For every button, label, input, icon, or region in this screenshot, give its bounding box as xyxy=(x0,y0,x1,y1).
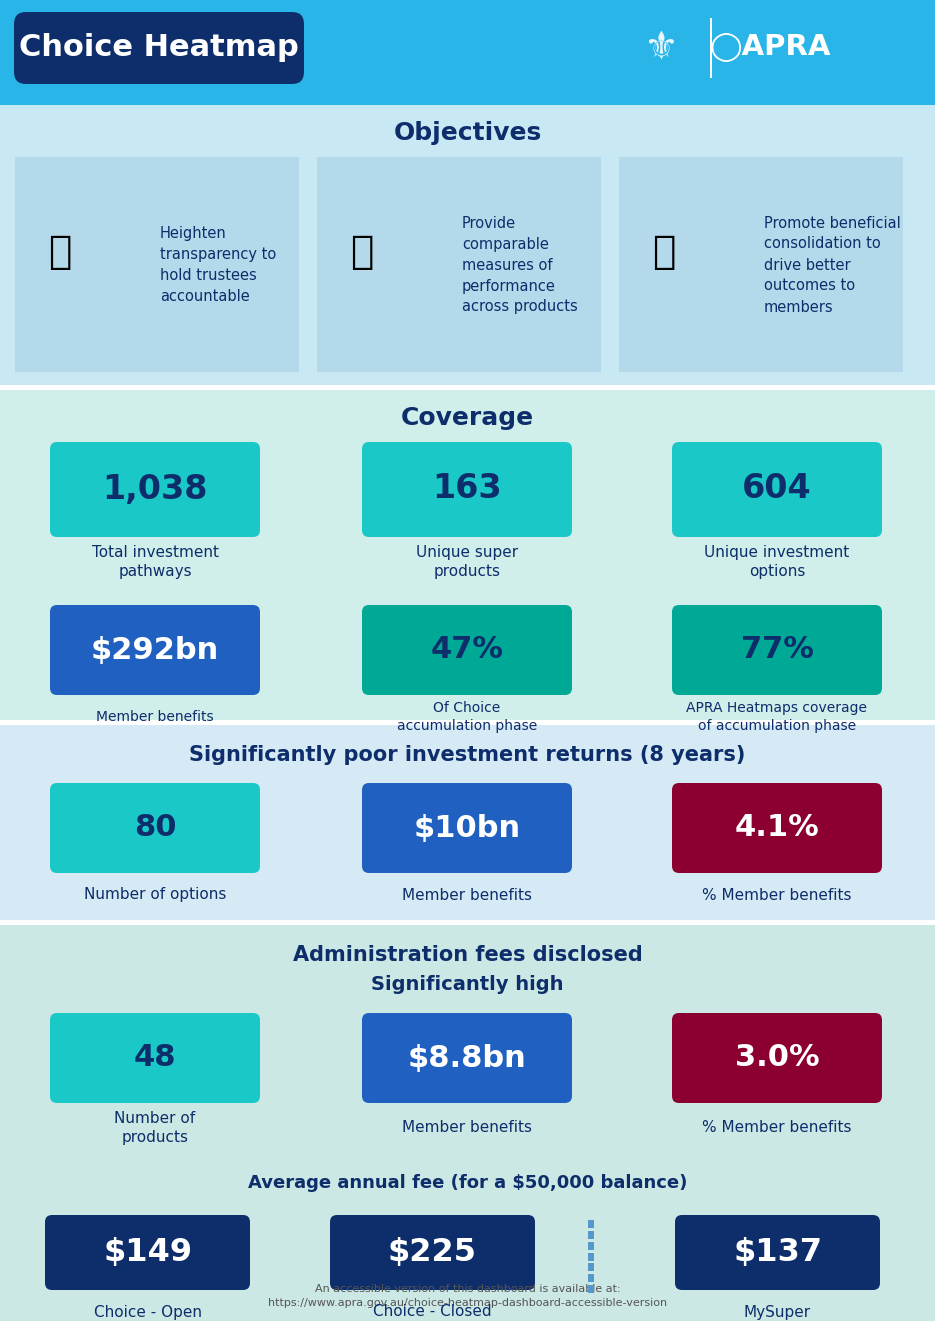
Text: Total investment
pathways: Total investment pathways xyxy=(92,544,219,580)
Text: Member benefits: Member benefits xyxy=(402,888,532,902)
Bar xyxy=(15,157,299,373)
Bar xyxy=(588,1275,594,1283)
Text: Administration fees disclosed: Administration fees disclosed xyxy=(293,945,642,966)
Text: 80: 80 xyxy=(134,814,177,843)
Text: Provide
comparable
measures of
performance
across products: Provide comparable measures of performan… xyxy=(462,215,578,314)
Bar xyxy=(588,1221,594,1229)
FancyBboxPatch shape xyxy=(362,605,572,695)
FancyBboxPatch shape xyxy=(362,783,572,873)
Bar xyxy=(0,104,935,384)
FancyBboxPatch shape xyxy=(50,443,260,538)
Text: Number of
products: Number of products xyxy=(114,1111,195,1145)
Text: 🔍: 🔍 xyxy=(49,232,72,271)
Text: ⚜: ⚜ xyxy=(642,29,678,67)
Text: 48: 48 xyxy=(134,1044,177,1073)
Bar xyxy=(588,1263,594,1271)
Text: Of Choice
accumulation phase: Of Choice accumulation phase xyxy=(396,701,537,733)
Text: Member benefits: Member benefits xyxy=(96,709,214,724)
FancyBboxPatch shape xyxy=(672,443,882,538)
Text: Unique investment
options: Unique investment options xyxy=(704,544,850,580)
Text: 4.1%: 4.1% xyxy=(735,814,819,843)
FancyBboxPatch shape xyxy=(362,443,572,538)
Bar xyxy=(0,390,935,720)
FancyBboxPatch shape xyxy=(362,1013,572,1103)
Text: 163: 163 xyxy=(432,473,502,506)
Text: Unique super
products: Unique super products xyxy=(416,544,518,580)
Text: $10bn: $10bn xyxy=(413,814,521,843)
Text: An accessible version of this dashboard is available at:
https://www.apra.gov.au: An accessible version of this dashboard … xyxy=(268,1284,667,1308)
FancyBboxPatch shape xyxy=(45,1215,250,1291)
Text: Choice Heatmap: Choice Heatmap xyxy=(19,33,299,62)
Text: $292bn: $292bn xyxy=(91,635,219,664)
Text: 📋: 📋 xyxy=(351,232,374,271)
FancyBboxPatch shape xyxy=(50,783,260,873)
FancyBboxPatch shape xyxy=(330,1215,535,1291)
Text: MySuper: MySuper xyxy=(744,1305,811,1320)
Text: % Member benefits: % Member benefits xyxy=(702,1120,852,1136)
Text: Objectives: Objectives xyxy=(394,122,541,145)
Bar xyxy=(0,925,935,1321)
Text: Coverage: Coverage xyxy=(401,406,534,431)
Text: Number of options: Number of options xyxy=(84,888,226,902)
Text: Significantly poor investment returns (8 years): Significantly poor investment returns (8… xyxy=(189,745,746,765)
Text: 1,038: 1,038 xyxy=(102,473,208,506)
Bar xyxy=(588,1252,594,1260)
Text: 3.0%: 3.0% xyxy=(735,1044,819,1073)
Text: Choice - Closed: Choice - Closed xyxy=(373,1305,492,1320)
Text: Average annual fee (for a $50,000 balance): Average annual fee (for a $50,000 balanc… xyxy=(248,1174,687,1192)
Text: Choice - Open: Choice - Open xyxy=(94,1305,202,1320)
FancyBboxPatch shape xyxy=(672,1013,882,1103)
Bar xyxy=(0,0,935,104)
Text: 77%: 77% xyxy=(741,635,813,664)
Text: Promote beneficial
consolidation to
drive better
outcomes to
members: Promote beneficial consolidation to driv… xyxy=(764,215,900,314)
FancyBboxPatch shape xyxy=(50,605,260,695)
Text: ◯APRA: ◯APRA xyxy=(710,33,830,62)
Text: Significantly high: Significantly high xyxy=(371,975,564,995)
Bar xyxy=(588,1242,594,1250)
Text: $149: $149 xyxy=(103,1238,192,1268)
Text: APRA Heatmaps coverage
of accumulation phase: APRA Heatmaps coverage of accumulation p… xyxy=(686,701,868,733)
FancyBboxPatch shape xyxy=(50,1013,260,1103)
FancyBboxPatch shape xyxy=(672,783,882,873)
FancyBboxPatch shape xyxy=(672,605,882,695)
Text: Heighten
transparency to
hold trustees
accountable: Heighten transparency to hold trustees a… xyxy=(160,226,276,304)
Text: $8.8bn: $8.8bn xyxy=(408,1044,526,1073)
Bar xyxy=(588,1285,594,1293)
Bar xyxy=(710,18,712,78)
Text: 47%: 47% xyxy=(430,635,504,664)
Bar xyxy=(619,157,903,373)
Text: $225: $225 xyxy=(388,1238,477,1268)
Text: Member benefits: Member benefits xyxy=(402,1120,532,1136)
Text: % Member benefits: % Member benefits xyxy=(702,888,852,902)
FancyBboxPatch shape xyxy=(675,1215,880,1291)
Bar xyxy=(588,1231,594,1239)
Text: 🐷: 🐷 xyxy=(653,232,676,271)
Bar xyxy=(0,725,935,919)
Text: 604: 604 xyxy=(742,473,812,506)
Bar xyxy=(317,157,601,373)
Text: $137: $137 xyxy=(733,1238,822,1268)
FancyBboxPatch shape xyxy=(14,12,304,85)
